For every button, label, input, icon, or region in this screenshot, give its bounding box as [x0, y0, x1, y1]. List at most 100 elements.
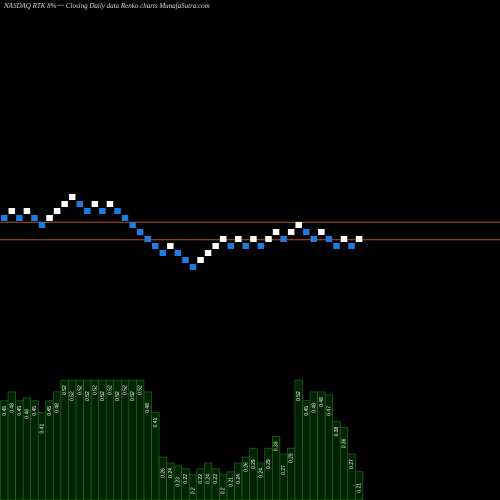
volume-label: 0.26: [160, 468, 166, 478]
renko-brick: [84, 208, 91, 214]
renko-brick: [61, 201, 68, 207]
volume-label: 0.21: [357, 483, 363, 493]
renko-brick: [136, 229, 144, 235]
renko-brick: [167, 243, 174, 249]
volume-label: 0.52: [85, 391, 91, 401]
volume-label: 0.2: [221, 487, 227, 494]
volume-label: 0.46: [24, 409, 30, 419]
renko-brick: [250, 236, 257, 242]
renko-brick: [16, 215, 23, 221]
renko-brick: [340, 236, 348, 242]
volume-label: 0.45: [304, 406, 310, 416]
renko-brick: [303, 229, 310, 235]
volume-bar: [317, 391, 326, 500]
volume-label: 0.52: [92, 385, 98, 395]
renko-brick: [46, 215, 53, 221]
renko-brick: [257, 243, 265, 249]
renko-brick: [1, 215, 8, 221]
volume-label: 0.52: [130, 391, 136, 401]
volume-label: 0.24: [236, 474, 242, 484]
volume-label: 0.45: [2, 406, 8, 416]
renko-brick: [219, 236, 227, 242]
renko-brick: [325, 236, 333, 242]
volume-label: 0.22: [198, 474, 204, 484]
renko-brick: [310, 236, 318, 242]
volume-bar: [90, 379, 99, 500]
renko-brick: [212, 243, 219, 249]
renko-brick: [99, 208, 106, 214]
volume-label: 0.23: [175, 477, 181, 487]
volume-bar: [75, 379, 84, 500]
volume-label: 0.22: [183, 474, 189, 484]
volume-label: 0.52: [62, 385, 68, 395]
renko-brick: [242, 243, 250, 249]
renko-brick: [189, 264, 197, 270]
volume-label: 0.26: [243, 462, 249, 472]
renko-brick: [235, 236, 242, 242]
volume-label: 0.29: [289, 453, 295, 463]
volume-label: 0.52: [100, 391, 106, 401]
renko-brick: [114, 208, 121, 214]
renko-brick: [129, 222, 136, 228]
renko-brick: [174, 250, 182, 256]
renko-brick: [265, 236, 272, 242]
renko-brick: [280, 236, 287, 242]
volume-label: 0.27: [349, 459, 355, 469]
renko-brick: [121, 215, 129, 221]
renko-brick: [182, 257, 189, 263]
volume-label: 0.24: [206, 474, 212, 484]
volume-label: 0.48: [55, 403, 61, 413]
volume-label: 0.45: [17, 406, 23, 416]
volume-label: 0.47: [326, 406, 332, 416]
renko-brick: [38, 222, 46, 228]
renko-brick: [31, 215, 38, 221]
volume-label: 0.24: [258, 468, 264, 478]
renko-brick: [355, 236, 363, 242]
volume-bar: [151, 412, 160, 500]
volume-bar: [136, 379, 145, 500]
volume-label: 0.2: [191, 487, 197, 494]
volume-label: 0.52: [138, 385, 144, 395]
volume-label: 0.52: [77, 385, 83, 395]
volume-label: 0.41: [40, 424, 46, 434]
volume-label: 0.27: [281, 465, 287, 475]
volume-label: 0.45: [47, 406, 53, 416]
volume-label: 0.38: [334, 426, 340, 436]
volume-bar: [249, 447, 258, 500]
renko-brick: [68, 194, 76, 200]
volume-bar: [339, 427, 349, 500]
volume-label: 0.21: [228, 477, 234, 487]
volume-bar: [60, 379, 69, 500]
renko-brick: [8, 208, 16, 214]
renko-brick: [348, 243, 355, 249]
volume-label: 0.33: [274, 441, 280, 451]
renko-brick: [91, 201, 99, 207]
renko-brick: [197, 257, 204, 263]
volume-label: 0.24: [168, 468, 174, 478]
renko-brick: [106, 201, 114, 207]
volume-label: 0.48: [311, 403, 317, 413]
volume-label: 0.29: [251, 459, 257, 469]
renko-brick: [23, 208, 31, 214]
volume-label: 0.48: [319, 397, 325, 407]
volume-label: 0.41: [153, 418, 159, 428]
volume-label: 0.48: [145, 403, 151, 413]
renko-brick: [53, 208, 61, 214]
renko-brick: [144, 236, 151, 242]
chart-title: NASDAQ RTK 8%~~ Closing Daily data Renko…: [3, 2, 210, 10]
volume-label: 0.29: [266, 459, 272, 469]
renko-brick: [159, 250, 167, 256]
volume-bar: [279, 453, 288, 500]
renko-brick: [333, 243, 340, 249]
renko-brick: [295, 222, 302, 228]
renko-brick: [318, 229, 325, 235]
volume-label: 0.52: [70, 391, 76, 401]
volume-label: 0.52: [115, 391, 121, 401]
renko-brick: [76, 201, 83, 207]
volume-bar: [264, 447, 273, 500]
volume-label: 0.22: [213, 474, 219, 484]
volume-label: 0.52: [123, 385, 129, 395]
renko-brick: [152, 243, 159, 249]
